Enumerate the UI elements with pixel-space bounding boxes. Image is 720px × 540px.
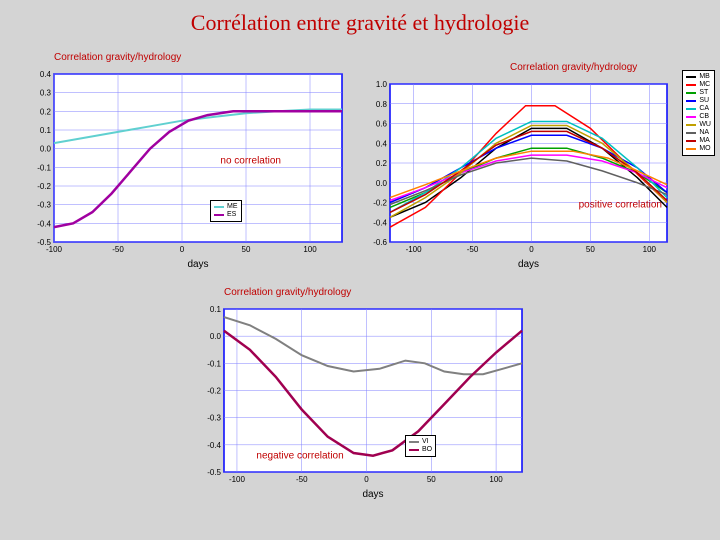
svg-text:-0.4: -0.4: [373, 218, 387, 227]
svg-text:negative correlation: negative correlation: [256, 450, 343, 461]
svg-text:days: days: [187, 259, 208, 270]
svg-text:-0.4: -0.4: [207, 441, 221, 450]
svg-text:0.1: 0.1: [40, 126, 52, 135]
svg-text:-0.6: -0.6: [373, 238, 387, 247]
svg-text:0.3: 0.3: [40, 89, 52, 98]
svg-text:positive correlation: positive correlation: [579, 199, 662, 210]
c1-svg: -0.5-0.4-0.3-0.2-0.10.00.10.20.30.4-100-…: [20, 50, 350, 270]
svg-text:-0.3: -0.3: [207, 414, 221, 423]
svg-text:0: 0: [529, 245, 534, 254]
svg-text:50: 50: [427, 475, 436, 484]
c1-legend: MEES: [210, 200, 242, 222]
svg-text:-0.2: -0.2: [373, 199, 387, 208]
svg-text:0.4: 0.4: [40, 70, 52, 79]
svg-text:0: 0: [180, 245, 185, 254]
svg-text:-0.4: -0.4: [37, 219, 51, 228]
c3-legend: VIBO: [405, 435, 436, 457]
svg-text:0.0: 0.0: [210, 332, 222, 341]
svg-text:100: 100: [303, 245, 317, 254]
c2-title: Correlation gravity/hydrology: [510, 62, 637, 73]
svg-text:0.2: 0.2: [376, 159, 388, 168]
svg-text:0.2: 0.2: [40, 107, 52, 116]
svg-text:-0.1: -0.1: [207, 359, 221, 368]
svg-text:1.0: 1.0: [376, 80, 388, 89]
svg-text:0.0: 0.0: [376, 179, 388, 188]
svg-text:100: 100: [643, 245, 657, 254]
c3-title: Correlation gravity/hydrology: [224, 287, 351, 298]
svg-text:no correlation: no correlation: [220, 156, 281, 167]
svg-text:-50: -50: [112, 245, 124, 254]
svg-text:0: 0: [364, 475, 369, 484]
c1-title: Correlation gravity/hydrology: [54, 52, 181, 63]
svg-text:-0.1: -0.1: [37, 163, 51, 172]
svg-text:-100: -100: [406, 245, 423, 254]
svg-text:0.8: 0.8: [376, 100, 388, 109]
svg-text:50: 50: [586, 245, 595, 254]
svg-text:0.6: 0.6: [376, 120, 388, 129]
svg-text:-0.2: -0.2: [207, 387, 221, 396]
svg-text:-100: -100: [46, 245, 63, 254]
svg-text:0.4: 0.4: [376, 139, 388, 148]
svg-text:0.1: 0.1: [210, 305, 222, 314]
svg-text:-0.3: -0.3: [37, 201, 51, 210]
svg-text:-0.5: -0.5: [207, 468, 221, 477]
svg-text:-0.2: -0.2: [37, 182, 51, 191]
svg-text:50: 50: [242, 245, 251, 254]
svg-text:-50: -50: [467, 245, 479, 254]
c2-svg: -0.6 -0.4 -0.2 0.0 0.2 0.4 0.6 0.8 1.0 -100 -50 0 50…: [360, 60, 715, 270]
c2-legend: MBMCSTSUCACBWUNAMAMO: [682, 70, 715, 156]
svg-text:-100: -100: [229, 475, 246, 484]
svg-text:-50: -50: [296, 475, 308, 484]
svg-text:days: days: [518, 259, 539, 270]
page-title: Corrélation entre gravité et hydrologie: [0, 0, 720, 40]
svg-text:100: 100: [489, 475, 503, 484]
svg-text:days: days: [362, 489, 383, 500]
c3-svg: -0.5 -0.4 -0.3 -0.2 -0.1 0.0 0.1 -100 -50 0 50 100 n…: [190, 285, 530, 500]
svg-text:0.0: 0.0: [40, 145, 52, 154]
